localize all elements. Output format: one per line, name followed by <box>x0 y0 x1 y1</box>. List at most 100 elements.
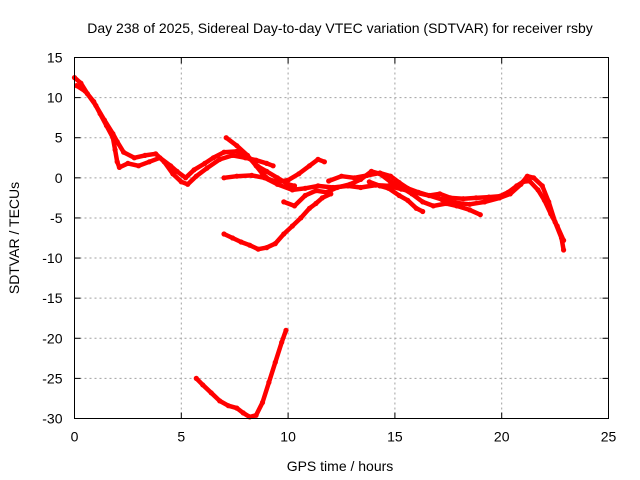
data-point <box>217 398 223 404</box>
tick-layer <box>74 57 609 419</box>
data-point <box>157 155 163 161</box>
data-point <box>291 183 298 189</box>
data-point <box>234 173 240 179</box>
grid-layer <box>74 57 609 419</box>
data-point <box>272 241 278 247</box>
data-point <box>204 165 210 171</box>
x-tick-label: 5 <box>177 429 185 445</box>
data-point <box>116 164 122 170</box>
data-point <box>136 163 142 169</box>
y-tick-label: 5 <box>55 130 63 146</box>
data-point <box>193 375 199 381</box>
data-point <box>264 245 270 251</box>
data-point <box>439 196 445 203</box>
data-point <box>193 173 199 179</box>
x-tick-label: 0 <box>71 429 79 445</box>
data-point <box>259 399 266 406</box>
y-tick-label: -30 <box>42 411 62 427</box>
x-tick-label: 15 <box>387 429 403 445</box>
x-tick-label: 25 <box>601 429 617 445</box>
data-point <box>249 172 255 178</box>
data-point <box>377 170 383 176</box>
data-point <box>347 181 353 187</box>
data-point <box>272 359 278 365</box>
data-point <box>531 175 537 181</box>
data-point <box>230 152 236 158</box>
data-point <box>234 143 240 149</box>
data-point <box>447 195 453 201</box>
data-point <box>253 412 259 418</box>
data-point <box>185 181 191 187</box>
data-point <box>364 172 370 178</box>
data-point <box>221 149 227 155</box>
data-point <box>385 185 392 191</box>
data-point <box>281 231 287 237</box>
data-point <box>114 159 120 165</box>
data-point <box>234 148 240 154</box>
data-point <box>306 205 313 211</box>
data-point <box>396 180 402 186</box>
data-point <box>125 160 131 166</box>
data-point <box>396 192 402 199</box>
data-point <box>289 187 295 193</box>
data-point <box>467 201 473 207</box>
data-point <box>377 183 383 189</box>
data-point <box>240 410 246 416</box>
data-point <box>208 390 214 396</box>
data-point <box>298 215 304 221</box>
data-point <box>74 83 80 89</box>
x-tick-label: 10 <box>280 429 296 445</box>
data-point <box>405 197 411 203</box>
data-point <box>334 184 340 191</box>
data-point <box>262 175 268 181</box>
y-tick-label: -10 <box>42 250 62 266</box>
data-point <box>539 183 545 189</box>
data-point <box>315 156 321 162</box>
series-track-i <box>194 328 289 420</box>
data-point <box>110 135 116 141</box>
data-point <box>82 88 88 94</box>
data-point <box>230 235 236 241</box>
x-axis-title: GPS time / hours <box>287 458 394 474</box>
y-tick-label: -5 <box>50 210 63 226</box>
data-point <box>78 80 84 86</box>
data-point <box>366 179 372 185</box>
data-point <box>358 184 364 191</box>
data-point <box>264 168 270 174</box>
data-point <box>270 163 276 169</box>
data-point <box>234 405 240 411</box>
data-point <box>554 223 560 229</box>
data-point <box>221 231 227 237</box>
data-point <box>253 163 259 169</box>
data-point <box>313 200 319 207</box>
data-point <box>482 199 488 205</box>
data-point <box>210 155 216 161</box>
data-point <box>174 168 180 174</box>
data-point <box>168 163 174 169</box>
data-point <box>420 208 426 215</box>
data-point <box>131 155 137 161</box>
data-point <box>302 192 308 199</box>
data-point <box>326 178 332 184</box>
data-point <box>454 203 460 209</box>
series-layer <box>71 75 567 420</box>
data-point <box>514 183 520 189</box>
data-point <box>291 203 298 209</box>
x-tick-label: 20 <box>494 429 510 445</box>
data-point <box>526 178 533 184</box>
data-point <box>97 111 103 117</box>
data-point <box>405 185 411 191</box>
data-point <box>561 237 567 243</box>
data-point <box>561 247 567 253</box>
y-tick-label: 0 <box>55 170 63 186</box>
data-point <box>274 181 280 187</box>
data-point <box>183 175 189 181</box>
data-point <box>283 327 289 333</box>
data-point <box>217 156 223 162</box>
data-point <box>266 379 272 385</box>
data-point <box>103 123 110 129</box>
data-point <box>426 192 432 199</box>
chart-title: Day 238 of 2025, Sidereal Day-to-day VTE… <box>87 20 593 36</box>
data-point <box>388 173 394 179</box>
